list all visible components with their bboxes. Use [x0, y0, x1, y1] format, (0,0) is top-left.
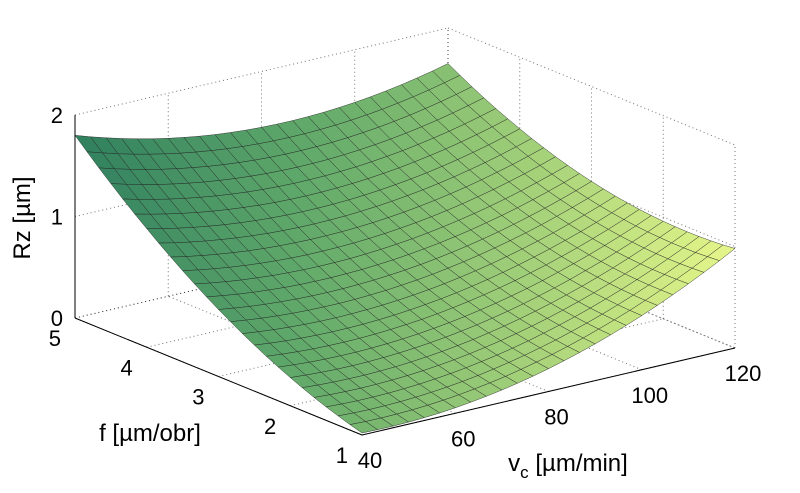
- z-axis-label: Rz [µm]: [9, 176, 36, 259]
- x-tick-label: 120: [725, 361, 762, 386]
- x-axis-label: vc [µm/min]: [508, 450, 628, 482]
- x-tick-label: 40: [358, 448, 382, 473]
- x-axis-label-unit: [µm/min]: [529, 450, 628, 477]
- x-axis-label-main: v: [508, 450, 520, 477]
- y-axis-line: [74, 317, 363, 436]
- tick-labels: 40 60 80 100 120 1 2 3 4 50 1 2: [49, 103, 762, 473]
- x-tick-label: 60: [451, 426, 475, 451]
- y-tick-label: 4: [121, 355, 133, 380]
- surface-mesh: [74, 63, 736, 434]
- surface-patch: [349, 421, 379, 434]
- y-tick-label: 3: [192, 385, 204, 410]
- x-axis-line: [361, 347, 736, 436]
- y-tick-label: 2: [264, 414, 276, 439]
- x-tick-label: 80: [544, 405, 568, 430]
- axes-box: [74, 115, 736, 436]
- y-tick-label: 5: [49, 326, 61, 351]
- y-axis-label: f [µm/obr]: [99, 420, 201, 447]
- z-tick-label: 1: [51, 205, 63, 230]
- y-tick-label: 1: [336, 443, 348, 468]
- z-tick-label: 0: [51, 306, 63, 331]
- x-tick-label: 100: [631, 383, 668, 408]
- x-axis-label-subscript: c: [520, 463, 529, 482]
- z-tick-label: 2: [51, 103, 63, 128]
